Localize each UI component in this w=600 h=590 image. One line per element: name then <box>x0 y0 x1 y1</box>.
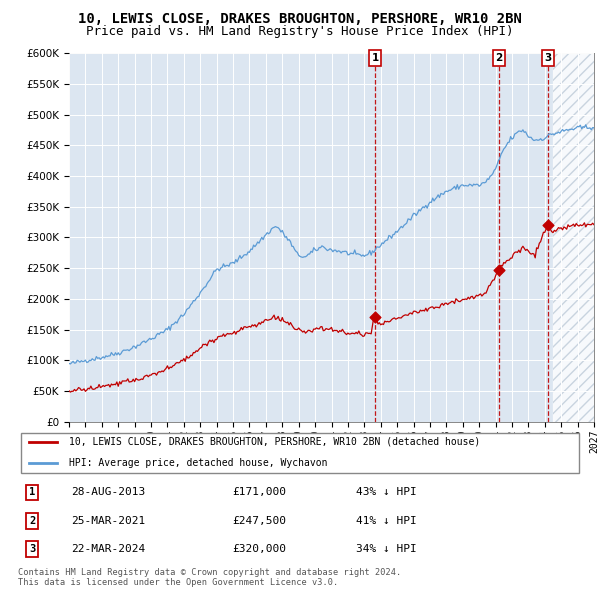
Text: Contains HM Land Registry data © Crown copyright and database right 2024.: Contains HM Land Registry data © Crown c… <box>18 568 401 576</box>
Text: 1: 1 <box>371 53 379 63</box>
Text: 10, LEWIS CLOSE, DRAKES BROUGHTON, PERSHORE, WR10 2BN (detached house): 10, LEWIS CLOSE, DRAKES BROUGHTON, PERSH… <box>69 437 480 447</box>
Text: 10, LEWIS CLOSE, DRAKES BROUGHTON, PERSHORE, WR10 2BN: 10, LEWIS CLOSE, DRAKES BROUGHTON, PERSH… <box>78 12 522 26</box>
Bar <box>553 53 594 422</box>
Bar <box>553 53 594 422</box>
Point <box>370 312 380 322</box>
Text: 25-MAR-2021: 25-MAR-2021 <box>71 516 146 526</box>
Point <box>544 221 553 230</box>
Text: 2: 2 <box>496 53 503 63</box>
Text: 3: 3 <box>545 53 552 63</box>
Text: 3: 3 <box>29 544 35 554</box>
Text: Price paid vs. HM Land Registry's House Price Index (HPI): Price paid vs. HM Land Registry's House … <box>86 25 514 38</box>
Text: £247,500: £247,500 <box>232 516 286 526</box>
Text: 28-AUG-2013: 28-AUG-2013 <box>71 487 146 497</box>
Text: 2: 2 <box>29 516 35 526</box>
Text: 1: 1 <box>29 487 35 497</box>
Text: This data is licensed under the Open Government Licence v3.0.: This data is licensed under the Open Gov… <box>18 578 338 587</box>
Text: £171,000: £171,000 <box>232 487 286 497</box>
Text: 41% ↓ HPI: 41% ↓ HPI <box>356 516 417 526</box>
Text: 34% ↓ HPI: 34% ↓ HPI <box>356 544 417 554</box>
Text: 43% ↓ HPI: 43% ↓ HPI <box>356 487 417 497</box>
Text: 22-MAR-2024: 22-MAR-2024 <box>71 544 146 554</box>
Bar <box>375 53 594 422</box>
Text: HPI: Average price, detached house, Wychavon: HPI: Average price, detached house, Wych… <box>69 458 327 467</box>
FancyBboxPatch shape <box>21 433 579 473</box>
Point <box>494 265 504 274</box>
Text: £320,000: £320,000 <box>232 544 286 554</box>
